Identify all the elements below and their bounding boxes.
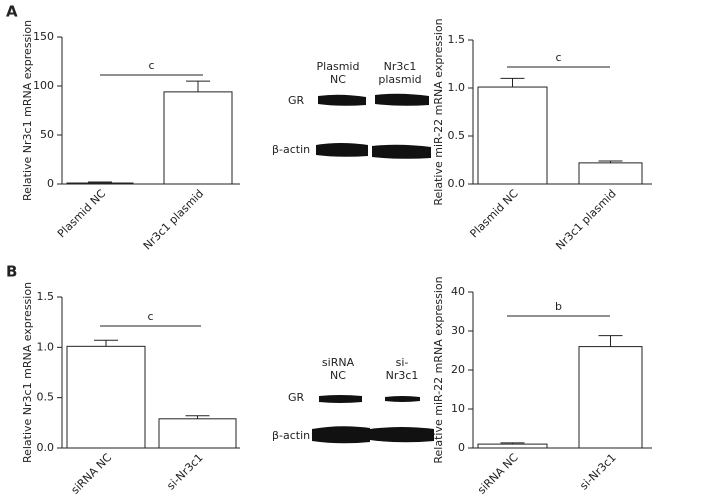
blot-column-label: si-Nr3c1 [385, 356, 419, 382]
y-tick-label: 0.0 [37, 441, 55, 454]
y-tick-label: 100 [33, 79, 54, 92]
y-tick-label: 0 [458, 441, 465, 454]
blot-row-label: GR [288, 391, 305, 404]
blot-row-label: β-actin [272, 143, 310, 156]
y-tick-label: 0 [47, 177, 54, 190]
bar [66, 182, 134, 185]
panel-label: B [6, 263, 17, 281]
significance-label: b [555, 300, 562, 313]
y-tick-label: 0.0 [448, 177, 466, 190]
bar [66, 345, 146, 449]
y-axis-label: Relative Nr3c1 mRNA expression [21, 20, 34, 201]
bar [163, 91, 233, 185]
blot-column-label: Plasmid NC [316, 60, 360, 86]
y-tick-label: 50 [40, 128, 54, 141]
x-tick-label: si-Nr3c1 [577, 451, 618, 492]
y-tick-label: 0.5 [37, 391, 55, 404]
panel-label: A [6, 3, 18, 21]
y-axis-label: Relative miR-22 mRNA expression [432, 18, 445, 205]
blot-bands [316, 93, 431, 159]
bar [578, 162, 643, 185]
y-tick-label: 30 [451, 324, 465, 337]
y-axis-label: Relative miR-22 mRNA expression [432, 276, 445, 463]
y-tick-label: 10 [451, 402, 465, 415]
x-tick-label: Plasmid NC [55, 187, 108, 240]
bar [477, 443, 548, 449]
y-tick-label: 1.5 [448, 33, 466, 46]
bar [158, 418, 237, 449]
blot-column-label: siRNA NC [321, 356, 355, 382]
blot-column-label: Nr3c1 plasmid [378, 60, 422, 86]
blot-row-label: β-actin [272, 429, 310, 442]
bar [578, 346, 643, 449]
x-tick-label: Plasmid NC [467, 187, 520, 240]
blot-row-label: GR [288, 94, 305, 107]
significance-label: c [555, 51, 561, 64]
x-tick-label: Nr3c1 plasmid [553, 187, 618, 252]
y-tick-label: 40 [451, 285, 465, 298]
significance-label: c [148, 59, 154, 72]
bar [477, 86, 548, 185]
x-tick-label: siRNA NC [475, 451, 521, 497]
y-tick-label: 0.5 [448, 129, 466, 142]
significance-label: c [147, 310, 153, 323]
y-axis-label: Relative Nr3c1 mRNA expression [21, 282, 34, 463]
blot-bands [312, 395, 434, 444]
y-tick-label: 1.0 [448, 81, 466, 94]
x-tick-label: Nr3c1 plasmid [141, 187, 206, 252]
x-tick-label: siRNA NC [69, 451, 115, 497]
y-tick-label: 20 [451, 363, 465, 376]
y-tick-label: 1.0 [37, 340, 55, 353]
x-tick-label: si-Nr3c1 [164, 451, 205, 492]
y-tick-label: 150 [33, 30, 54, 43]
y-tick-label: 1.5 [37, 290, 55, 303]
